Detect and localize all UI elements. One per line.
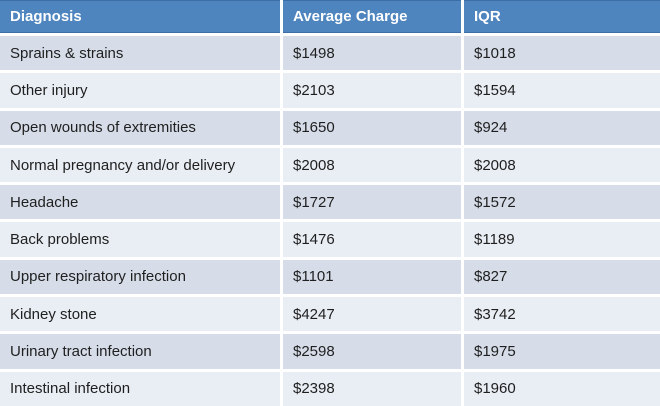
cell-iqr: $1189 <box>464 222 660 257</box>
cell-diagnosis: Headache <box>0 185 280 220</box>
cell-diagnosis: Open wounds of extremities <box>0 110 280 145</box>
cell-iqr: $1975 <box>464 334 660 369</box>
cell-average-charge: $2008 <box>283 147 461 183</box>
cell-average-charge: $1727 <box>283 185 461 220</box>
cell-iqr: $1018 <box>464 36 660 71</box>
cell-iqr: $1594 <box>464 73 660 108</box>
cell-average-charge: $1650 <box>283 110 461 145</box>
cell-average-charge: $1498 <box>283 36 461 71</box>
cell-diagnosis: Normal pregnancy and/or delivery <box>0 147 280 183</box>
cell-diagnosis: Back problems <box>0 222 280 257</box>
cell-iqr: $827 <box>464 259 660 295</box>
cell-iqr: $3742 <box>464 297 660 332</box>
cell-average-charge: $4247 <box>283 297 461 332</box>
cell-diagnosis: Urinary tract infection <box>0 334 280 369</box>
cell-average-charge: $2598 <box>283 334 461 369</box>
cell-iqr: $1960 <box>464 371 660 406</box>
cell-average-charge: $1101 <box>283 259 461 295</box>
cell-iqr: $2008 <box>464 147 660 183</box>
cell-diagnosis: Upper respiratory infection <box>0 259 280 295</box>
cell-diagnosis: Sprains & strains <box>0 36 280 71</box>
column-header-average-charge: Average Charge <box>283 0 461 33</box>
cell-iqr: $1572 <box>464 185 660 220</box>
cell-diagnosis: Kidney stone <box>0 297 280 332</box>
cell-diagnosis: Intestinal infection <box>0 371 280 406</box>
column-header-iqr: IQR <box>464 0 660 33</box>
column-header-diagnosis: Diagnosis <box>0 0 280 33</box>
cell-average-charge: $1476 <box>283 222 461 257</box>
cell-diagnosis: Other injury <box>0 73 280 108</box>
cell-iqr: $924 <box>464 110 660 145</box>
cell-average-charge: $2398 <box>283 371 461 406</box>
cell-average-charge: $2103 <box>283 73 461 108</box>
